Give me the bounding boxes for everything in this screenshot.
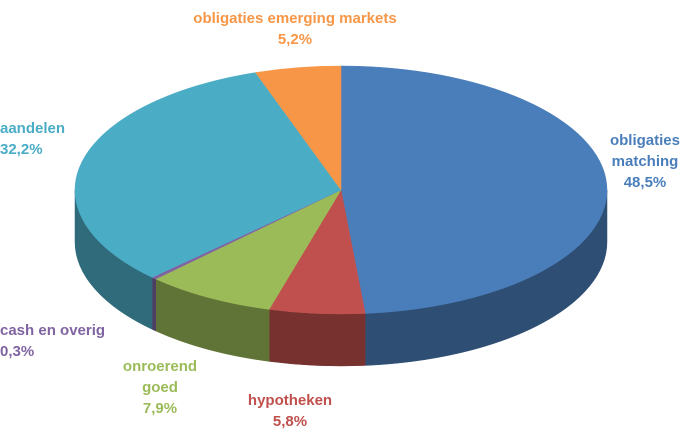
data-label: obligaties matching 48,5% (590, 130, 697, 193)
label-value: 48,5% (623, 174, 667, 191)
label-name: hypotheken (247, 392, 333, 409)
pie-slice (74, 72, 342, 278)
data-label: aandelen 32,2% (0, 118, 120, 160)
label-name: aandelen (0, 120, 66, 137)
data-label: onroerend goed 7,9% (105, 356, 215, 419)
label-name: cash en overig (0, 322, 106, 339)
data-label: obligaties emerging markets 5,2% (160, 8, 430, 50)
label-value: 32,2% (0, 141, 43, 158)
label-name: obligaties matching (609, 132, 680, 170)
label-value: 7,9% (142, 400, 178, 417)
label-name: obligaties emerging markets (193, 10, 397, 27)
label-value: 5,8% (272, 413, 308, 430)
label-name: onroerend goed (122, 358, 198, 396)
pie-slice-side (151, 276, 156, 332)
pie-slice (155, 189, 342, 310)
data-label: hypotheken 5,8% (225, 390, 355, 432)
pie-slice (255, 65, 342, 191)
data-label: cash en overig 0,3% (0, 320, 140, 362)
label-value: 0,3% (0, 343, 35, 360)
pie-slice (340, 65, 608, 314)
pie-slice-side (268, 309, 366, 367)
label-value: 5,2% (277, 31, 313, 48)
